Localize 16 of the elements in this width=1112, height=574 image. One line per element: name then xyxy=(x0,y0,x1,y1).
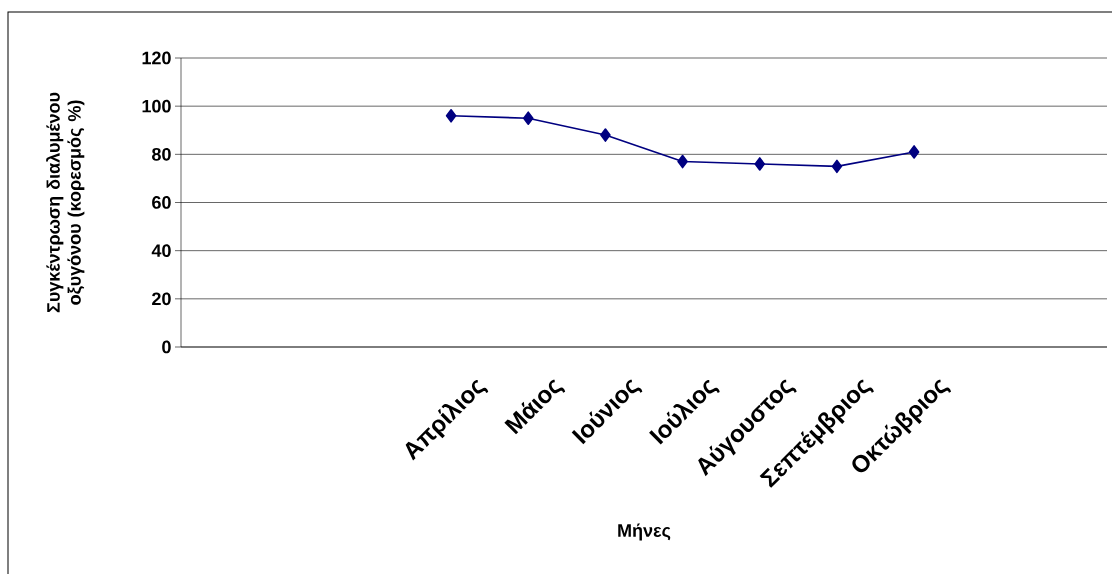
point xyxy=(831,159,843,174)
y-axis-title: Συγκέντρωση διαλυμένου οξυγόνου (κορεσμός %) xyxy=(46,92,85,313)
x-axis-title: Μήνες xyxy=(618,523,671,541)
point xyxy=(908,145,920,159)
point xyxy=(600,128,611,142)
point xyxy=(677,154,688,169)
y-tick-label: 60 xyxy=(152,196,171,209)
point xyxy=(754,157,766,171)
point xyxy=(522,111,534,126)
y-tick-label: 20 xyxy=(152,292,171,306)
y-tick-label: 40 xyxy=(151,244,171,258)
y-tick-label: 0 xyxy=(162,340,171,354)
y-tick-label: 100 xyxy=(142,99,171,113)
point xyxy=(445,109,457,123)
y-tick-label: 120 xyxy=(142,51,171,65)
y-tick-label: 80 xyxy=(152,147,171,161)
